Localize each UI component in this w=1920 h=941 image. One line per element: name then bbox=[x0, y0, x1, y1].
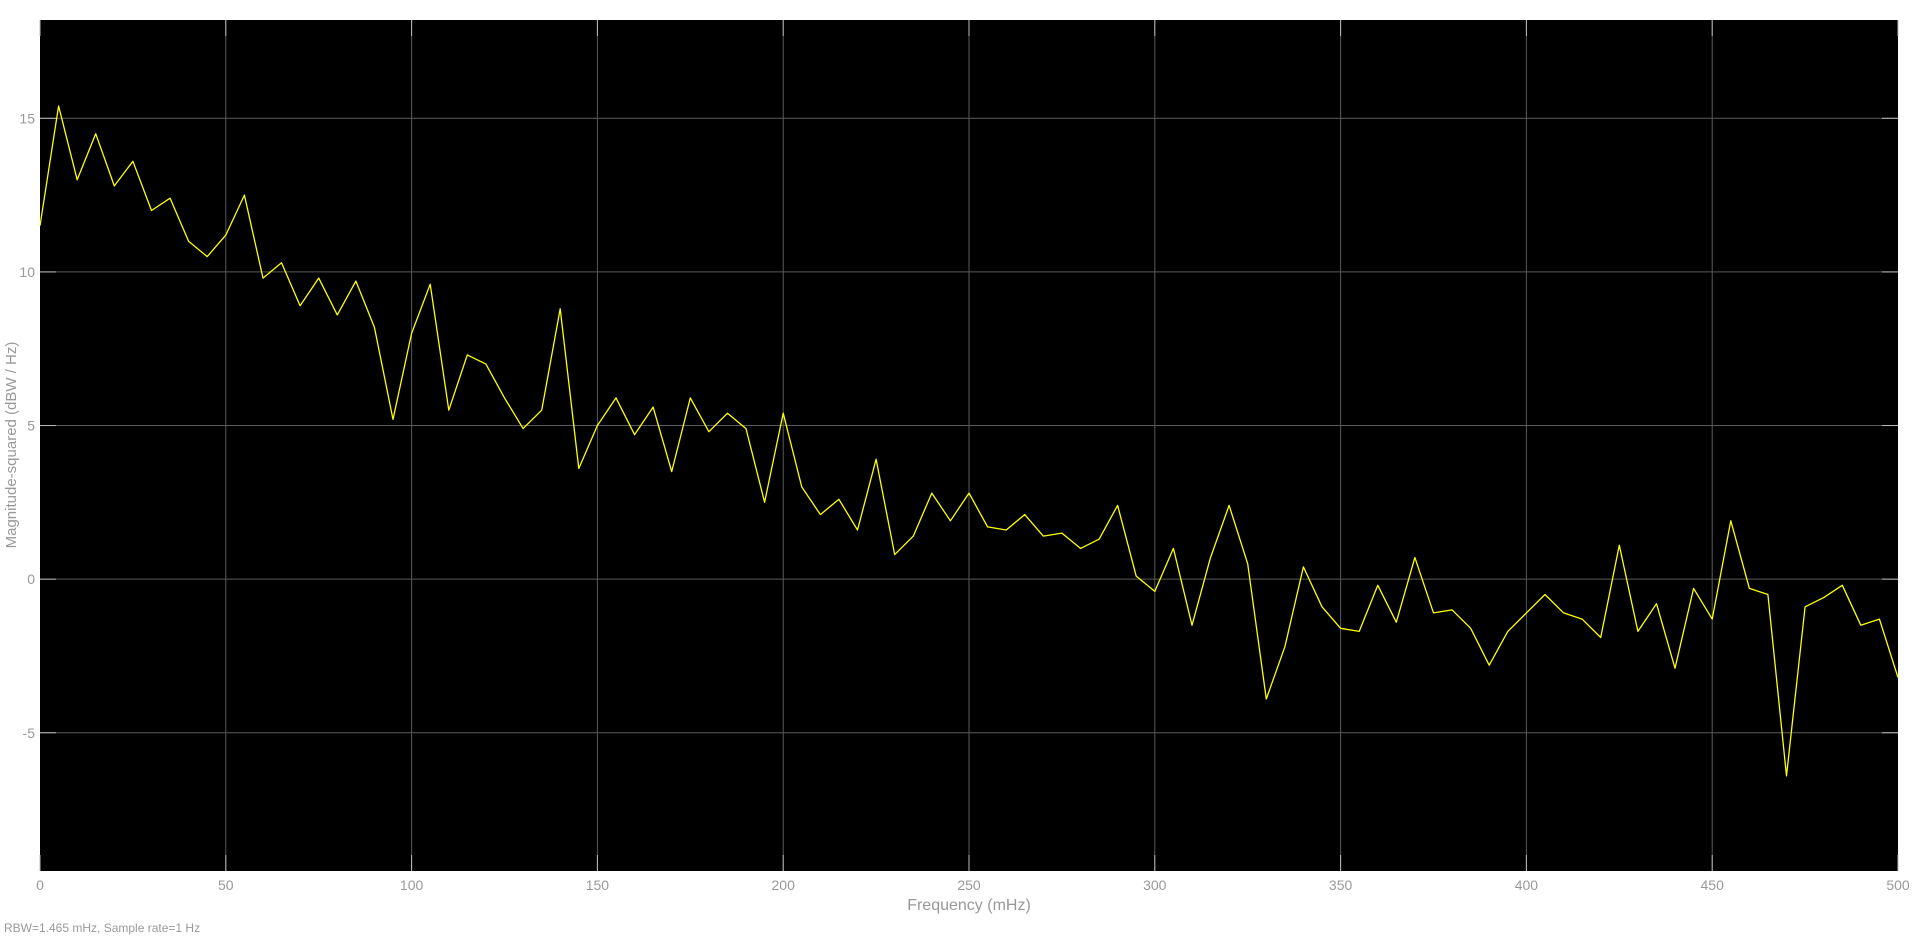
footer-info: RBW=1.465 mHz, Sample rate=1 Hz bbox=[4, 921, 200, 935]
y-axis-label: Magnitude-squared (dBW / Hz) bbox=[3, 342, 20, 549]
y-tick-label: 10 bbox=[19, 264, 35, 280]
x-tick-label: 500 bbox=[1886, 877, 1910, 893]
x-tick-label: 350 bbox=[1329, 877, 1353, 893]
y-tick-label: 15 bbox=[19, 110, 35, 126]
x-axis-tick-labels: 0 50 100 150 200 250 300 350 400 450 500 bbox=[36, 877, 1910, 893]
series-layer bbox=[39, 105, 1899, 777]
x-tick-label: 150 bbox=[586, 877, 610, 893]
x-tick-label: 50 bbox=[218, 877, 234, 893]
y-tick-label: 0 bbox=[27, 571, 35, 587]
x-tick-label: 200 bbox=[772, 877, 796, 893]
y-tick-label: 5 bbox=[27, 418, 35, 434]
x-tick-label: 0 bbox=[36, 877, 44, 893]
x-tick-label: 250 bbox=[957, 877, 981, 893]
x-tick-label: 300 bbox=[1143, 877, 1167, 893]
y-tick-label: -5 bbox=[23, 725, 36, 741]
tick-marks bbox=[39, 20, 1899, 871]
x-axis-label: Frequency (mHz) bbox=[907, 897, 1031, 914]
x-tick-label: 100 bbox=[400, 877, 424, 893]
series-line bbox=[39, 105, 1899, 777]
x-tick-label: 450 bbox=[1701, 877, 1725, 893]
y-axis-tick-labels: -5 0 5 10 15 bbox=[19, 110, 35, 740]
x-tick-label: 400 bbox=[1515, 877, 1539, 893]
grid-lines bbox=[40, 20, 1898, 871]
